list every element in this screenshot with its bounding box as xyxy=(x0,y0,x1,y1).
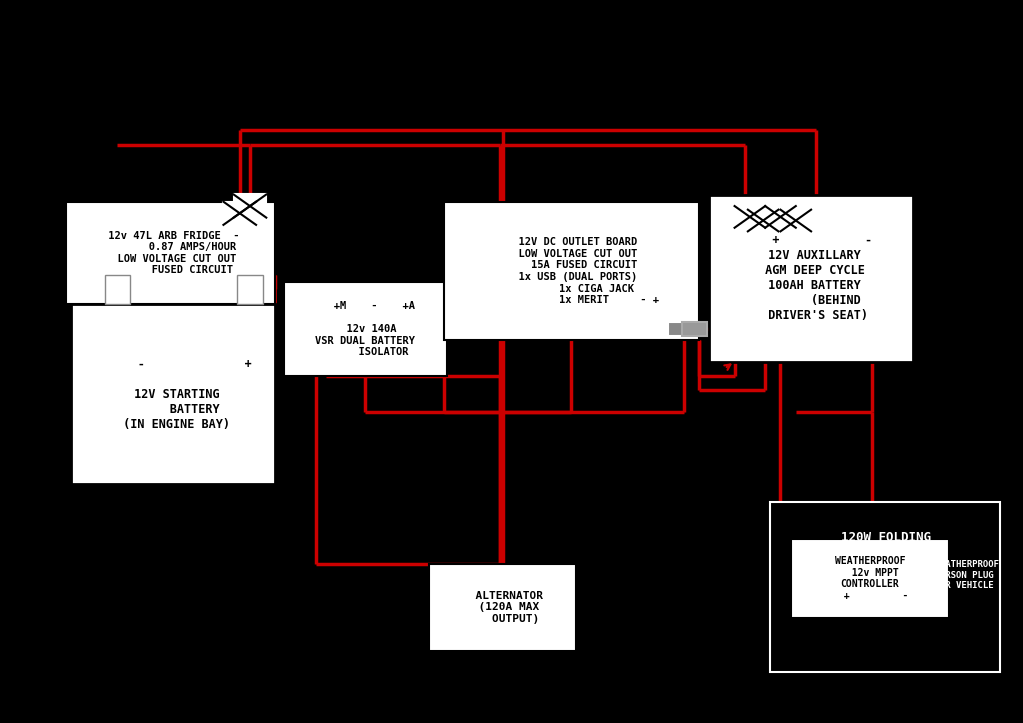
Bar xyxy=(681,322,707,336)
Bar xyxy=(237,275,263,304)
FancyBboxPatch shape xyxy=(735,206,765,228)
Text: WEATHERPROOF
  12v MPPT
CONTROLLER
  +         -: WEATHERPROOF 12v MPPT CONTROLLER + - xyxy=(832,556,908,601)
FancyBboxPatch shape xyxy=(781,210,811,231)
Bar xyxy=(104,275,130,304)
FancyBboxPatch shape xyxy=(283,282,447,376)
Text: ALTERNATOR
  (120A MAX
    OUTPUT): ALTERNATOR (120A MAX OUTPUT) xyxy=(462,591,543,624)
Text: 12V DC OUTLET BOARD
  LOW VOLTAGE CUT OUT
    15A FUSED CIRCUIT
  1x USB (DUAL P: 12V DC OUTLET BOARD LOW VOLTAGE CUT OUT … xyxy=(484,237,659,305)
FancyBboxPatch shape xyxy=(791,539,948,618)
FancyBboxPatch shape xyxy=(765,206,796,228)
Text: 50A WEATHERPROOF
  ANDERSON PLUG
  UNDER VEHICLE: 50A WEATHERPROOF ANDERSON PLUG UNDER VEH… xyxy=(914,560,999,590)
FancyBboxPatch shape xyxy=(72,304,275,484)
FancyBboxPatch shape xyxy=(709,195,914,362)
FancyBboxPatch shape xyxy=(444,202,699,340)
Bar xyxy=(668,322,699,336)
FancyBboxPatch shape xyxy=(429,564,576,651)
FancyBboxPatch shape xyxy=(66,202,275,304)
Text: 12v 47L ARB FRIDGE  -
       0.87 AMPS/HOUR
  LOW VOLTAGE CUT OUT
       FUSED C: 12v 47L ARB FRIDGE - 0.87 AMPS/HOUR LOW … xyxy=(102,231,239,275)
FancyBboxPatch shape xyxy=(748,210,779,231)
Text: 120W FOLDING
  SOLAR PANEL: 120W FOLDING SOLAR PANEL xyxy=(837,531,934,560)
FancyBboxPatch shape xyxy=(223,202,256,225)
Text: +            -
 12V AUXILLARY
 AGM DEEP CYCLE
 100AH BATTERY
       (BEHIND
  DR: + - 12V AUXILLARY AGM DEEP CYCLE 100AH B… xyxy=(751,234,872,322)
Text: -              +

 12V STARTING
      BATTERY
 (IN ENGINE BAY): - + 12V STARTING BATTERY (IN ENGINE BAY) xyxy=(95,358,252,430)
FancyBboxPatch shape xyxy=(233,194,266,218)
FancyBboxPatch shape xyxy=(770,502,999,672)
Text: +M    -    +A

  12v 140A
VSR DUAL BATTERY
      ISOLATOR: +M - +A 12v 140A VSR DUAL BATTERY ISOLAT… xyxy=(315,301,415,357)
